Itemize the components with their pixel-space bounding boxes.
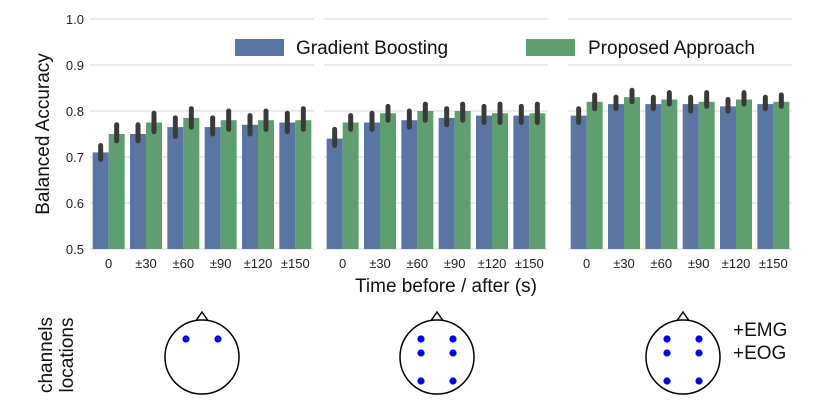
emg-label: +EMG [733, 320, 787, 341]
bar-proposed-approach [295, 120, 312, 249]
head-outline [645, 319, 721, 395]
bar-proposed-approach [661, 99, 678, 249]
bar-gradient-boosting [130, 134, 146, 249]
bar-proposed-approach [146, 122, 162, 249]
channels-label: channels [36, 317, 57, 393]
electrode-dot [449, 377, 457, 385]
head-outline [164, 319, 240, 395]
bar-gradient-boosting [513, 115, 530, 249]
panel-2: 0 ±30 ±60 ±90 ±120 ±150 [324, 18, 548, 271]
y-tick-label: 0.7 [66, 150, 84, 165]
electrode-dot [663, 335, 671, 343]
bar-proposed-approach [624, 97, 640, 249]
x-tick-label: 0 [583, 256, 590, 271]
eog-label: +EOG [733, 343, 786, 364]
x-tick-label: ±30 [613, 256, 635, 271]
electrode-dot [449, 349, 457, 357]
bar-proposed-approach [258, 120, 274, 249]
y-tick-label: 0.5 [66, 242, 84, 257]
y-axis-label: Balanced Accuracy [33, 53, 54, 215]
bar-gradient-boosting [720, 106, 736, 250]
bar-proposed-approach [773, 101, 790, 249]
legend-label: Gradient Boosting [296, 38, 448, 59]
electrode-dot [695, 349, 703, 357]
electrode-dot [663, 377, 671, 385]
panels-layer: 0.5 0.6 0.7 0.8 0.9 1.0 0 ±30 ±60 ±90 ±120 ±150 0 ±30… [66, 12, 792, 271]
electrode-dot [182, 335, 190, 343]
electrode-dot [449, 335, 457, 343]
bar-proposed-approach [380, 113, 396, 249]
bar-gradient-boosting [279, 122, 296, 249]
bar-proposed-approach [417, 111, 434, 249]
legend-swatch [526, 39, 575, 56]
x-tick-label: ±150 [515, 256, 544, 271]
head-outline [399, 319, 475, 395]
x-tick-label: ±60 [407, 256, 429, 271]
bar-proposed-approach [492, 113, 508, 249]
y-tick-label: 0.6 [66, 196, 84, 211]
legend-label: Proposed Approach [588, 38, 755, 59]
bar-gradient-boosting [204, 127, 221, 249]
x-tick-label: ±90 [688, 256, 710, 271]
x-tick-label: ±60 [651, 256, 673, 271]
bar-gradient-boosting [608, 104, 624, 249]
panel-1: 0.5 0.6 0.7 0.8 0.9 1.0 0 ±30 ±60 ±90 ±120 ±150 [66, 12, 314, 271]
x-tick-label: ±120 [244, 256, 273, 271]
legend: Gradient Boosting Proposed Approach [235, 38, 755, 59]
y-tick-label: 1.0 [66, 12, 84, 27]
bar-proposed-approach [108, 134, 125, 249]
bar-proposed-approach [529, 113, 546, 249]
heads-layer: +EMG+EOG [164, 310, 787, 395]
electrode-dot [695, 377, 703, 385]
x-axis-label: Time before / after (s) [355, 276, 537, 297]
x-tick-label: 0 [339, 256, 346, 271]
y-tick-label: 0.9 [66, 58, 84, 73]
head-diagram-2 [399, 310, 475, 395]
head-diagram-3: +EMG+EOG [645, 310, 787, 395]
x-tick-label: ±90 [210, 256, 232, 271]
x-tick-label: ±30 [135, 256, 157, 271]
bar-gradient-boosting [364, 122, 380, 249]
bar-gradient-boosting [476, 115, 492, 249]
panel-3: 0 ±30 ±60 ±90 ±120 ±150 [568, 18, 792, 271]
electrode-dot [695, 335, 703, 343]
bar-gradient-boosting [326, 138, 343, 249]
bar-gradient-boosting [645, 104, 662, 249]
electrode-dot [417, 349, 425, 357]
x-tick-label: 0 [105, 256, 112, 271]
bar-proposed-approach [342, 122, 359, 249]
x-tick-label: ±120 [722, 256, 751, 271]
bar-gradient-boosting [167, 127, 184, 249]
bar-proposed-approach [698, 101, 715, 249]
x-tick-label: ±60 [173, 256, 195, 271]
bar-proposed-approach [183, 117, 200, 250]
bar-proposed-approach [454, 111, 471, 249]
bar-gradient-boosting [570, 115, 587, 249]
electrode-dot [214, 335, 222, 343]
bar-proposed-approach [220, 120, 237, 249]
x-tick-label: ±30 [369, 256, 391, 271]
bar-gradient-boosting [242, 124, 258, 249]
x-tick-label: ±150 [281, 256, 310, 271]
head-diagram-1 [164, 310, 240, 395]
bar-proposed-approach [736, 99, 752, 249]
legend-swatch [235, 39, 284, 56]
electrode-dot [663, 349, 671, 357]
bar-proposed-approach [586, 101, 603, 249]
bar-gradient-boosting [682, 104, 699, 249]
locations-label: locations [57, 318, 78, 393]
bar-gradient-boosting [92, 152, 109, 249]
x-tick-label: ±150 [759, 256, 788, 271]
bar-gradient-boosting [401, 120, 418, 249]
x-tick-label: ±120 [478, 256, 507, 271]
bar-gradient-boosting [438, 117, 455, 250]
bar-gradient-boosting [757, 104, 774, 249]
electrode-dot [417, 377, 425, 385]
x-tick-label: ±90 [444, 256, 466, 271]
y-tick-label: 0.8 [66, 104, 84, 119]
electrode-dot [417, 335, 425, 343]
